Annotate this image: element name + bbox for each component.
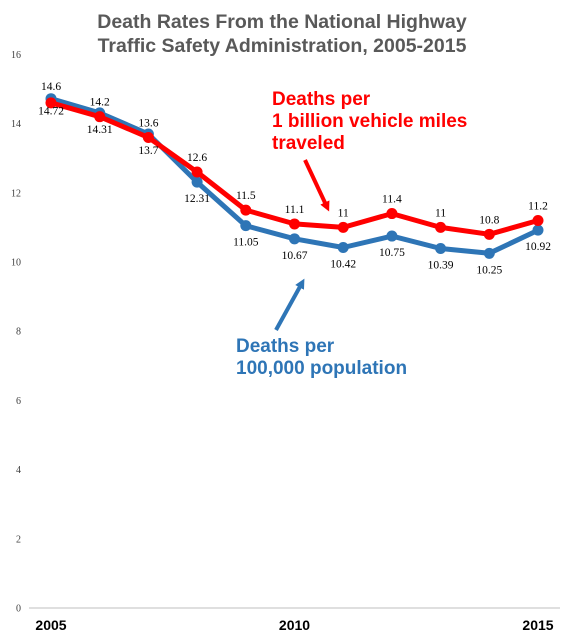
series-0-point (191, 176, 203, 188)
data-label: 11.5 (236, 190, 256, 202)
annotation-population-arrow (274, 278, 305, 331)
y-tick-label: 0 (16, 604, 21, 615)
y-tick-label: 2 (16, 534, 21, 545)
series-0-point (386, 230, 398, 242)
series-0-point (435, 243, 447, 255)
series-1-point (142, 131, 154, 143)
x-axis-ticks: 2005 2010 2015 (35, 617, 553, 633)
data-label: 14.31 (87, 124, 113, 136)
y-tick-label: 12 (11, 188, 21, 199)
data-label: 10.39 (428, 260, 454, 272)
annotation-miles-line-2: 1 billion vehicle miles (272, 111, 467, 132)
annotation-miles-line-1: Deaths per (272, 89, 371, 110)
series-0-point (289, 233, 300, 245)
data-label: 13.7 (138, 145, 158, 157)
series-0-point (337, 241, 349, 253)
data-label: 12.6 (187, 152, 207, 164)
data-label: 10.42 (330, 258, 356, 270)
annotation-population-line-2: 100,000 population (236, 358, 407, 379)
y-tick-label: 10 (11, 258, 21, 269)
series-layer (45, 93, 544, 259)
data-label: 14.72 (38, 106, 64, 118)
series-1-point (532, 214, 544, 226)
series-1-point (240, 204, 252, 216)
data-label: 11 (435, 207, 446, 219)
x-tick-label: 2010 (279, 617, 310, 633)
series-0-point (240, 220, 252, 232)
data-label: 10.92 (525, 241, 551, 253)
series-1-point (337, 221, 349, 233)
data-labels: 14.72 14.31 13.7 12.31 11.05 10.67 10.42 10.75 1… (38, 81, 551, 277)
series-1-point (94, 111, 106, 123)
annotation-miles-line-3: traveled (272, 133, 345, 154)
data-label: 10.8 (479, 214, 499, 226)
annotation-population-line-1: Deaths per (236, 336, 335, 357)
data-label: 11.1 (285, 204, 305, 216)
x-tick-label: 2015 (522, 617, 553, 633)
data-label: 11.2 (528, 200, 548, 212)
y-tick-label: 8 (16, 327, 21, 338)
series-1-point (191, 166, 203, 178)
series-1-point (45, 97, 57, 109)
data-label: 11.4 (382, 194, 402, 206)
y-tick-label: 4 (16, 465, 21, 476)
data-label: 10.75 (379, 247, 405, 259)
data-label: 10.67 (282, 250, 308, 262)
data-label: 14.2 (90, 97, 110, 109)
data-label: 11 (338, 207, 349, 219)
series-1-point (386, 208, 398, 220)
series-0-point (483, 247, 495, 259)
annotation-population: Deaths per 100,000 population (236, 278, 407, 379)
data-label: 13.6 (138, 117, 158, 129)
series-0-point (532, 224, 544, 236)
annotation-miles: Deaths per 1 billion vehicle miles trave… (272, 89, 467, 212)
series-1-point (289, 218, 300, 230)
chart-title-line-2: Traffic Safety Administration, 2005-2015 (98, 35, 467, 57)
data-label: 14.6 (41, 81, 61, 93)
data-label: 12.31 (184, 193, 210, 205)
data-label: 10.25 (476, 264, 502, 276)
y-axis-ticks: 0 2 4 6 8 10 12 14 16 (11, 50, 21, 615)
series-1-point (435, 221, 447, 233)
y-tick-label: 16 (11, 50, 21, 61)
y-tick-label: 14 (11, 119, 21, 130)
chart-title-line-1: Death Rates From the National Highway (97, 11, 467, 33)
series-1-point (483, 228, 495, 240)
data-label: 11.05 (233, 237, 259, 249)
y-tick-label: 6 (16, 396, 21, 407)
x-tick-label: 2005 (35, 617, 66, 633)
annotation-miles-arrow (303, 159, 330, 212)
